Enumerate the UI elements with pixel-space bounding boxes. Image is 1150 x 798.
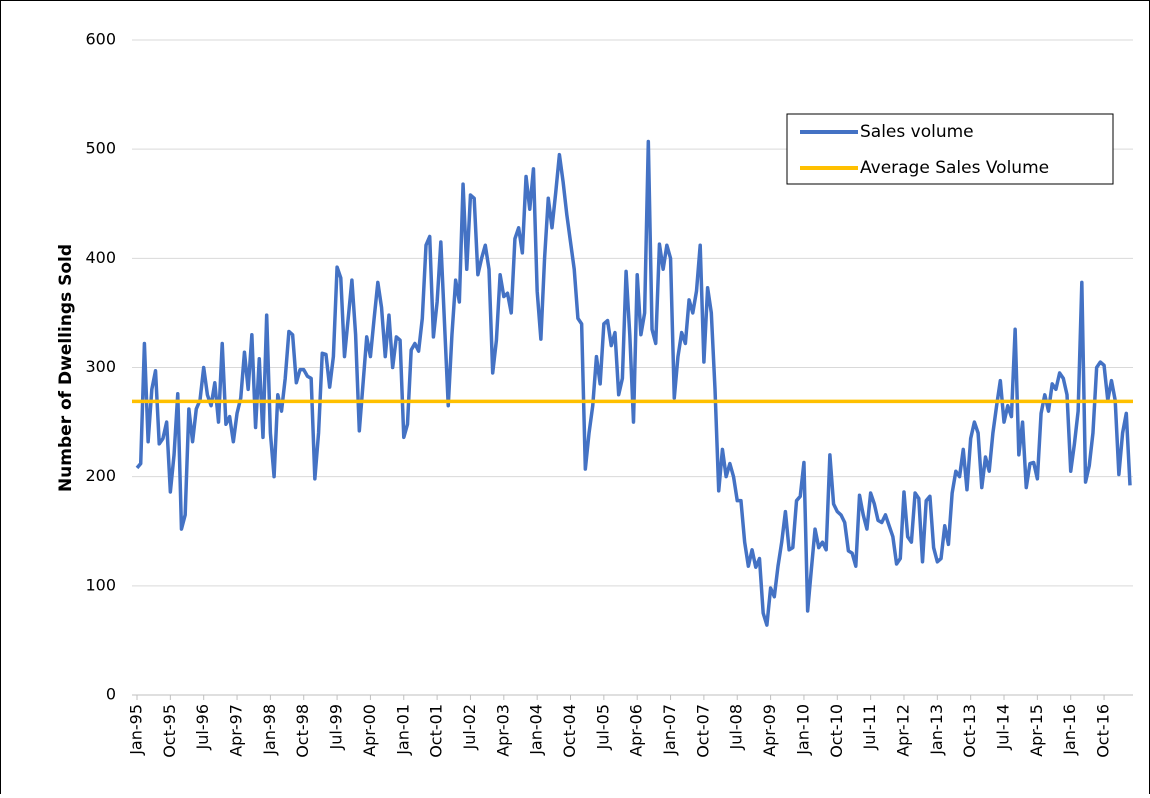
x-tick-label: Oct-07 (693, 704, 712, 758)
x-tick-label: Apr-15 (1027, 704, 1046, 757)
x-tick-label: Apr-97 (227, 704, 246, 757)
x-tick-label: Oct-95 (160, 704, 179, 758)
x-tick-label: Apr-00 (360, 704, 379, 757)
legend-box (786, 113, 1114, 185)
x-tick-label: Jul-96 (193, 704, 212, 750)
x-tick-label: Apr-03 (493, 704, 512, 757)
legend-label: Sales volume (860, 122, 974, 142)
x-tick-label: Jul-14 (994, 704, 1013, 750)
x-tick-label: Oct-16 (1094, 704, 1113, 758)
y-tick-label: 400 (85, 248, 116, 267)
y-tick-label: 500 (85, 139, 116, 158)
y-tick-label: 100 (85, 575, 116, 594)
x-tick-label: Oct-98 (293, 704, 312, 758)
x-tick-label: Jul-99 (327, 704, 346, 750)
x-tick-label: Jan-04 (527, 704, 546, 756)
x-tick-label: Jan-13 (927, 704, 946, 756)
x-tick-label: Jan-98 (260, 704, 279, 756)
x-tick-label: Apr-09 (760, 704, 779, 757)
y-tick-label: 0 (106, 685, 116, 704)
x-tick-label: Apr-12 (893, 704, 912, 757)
x-tick-label: Oct-10 (827, 704, 846, 758)
x-tick-label: Oct-01 (427, 704, 446, 758)
x-tick-label: Jul-05 (593, 704, 612, 750)
legend-label: Average Sales Volume (860, 158, 1049, 178)
x-tick-label: Jan-10 (793, 704, 812, 756)
y-tick-label: 600 (85, 30, 116, 49)
x-tick-label: Jan-01 (393, 704, 412, 756)
x-tick-label: Jul-08 (727, 704, 746, 750)
x-tick-label: Jan-95 (127, 704, 146, 756)
y-axis-title: Number of Dwellings Sold (56, 244, 76, 492)
y-tick-label: 200 (85, 466, 116, 485)
x-tick-label: Jan-16 (1060, 704, 1079, 756)
x-tick-label: Jul-11 (860, 704, 879, 750)
series-line (135, 139, 1132, 627)
x-tick-label: Apr-06 (627, 704, 646, 757)
x-tick-label: Jan-07 (660, 704, 679, 756)
x-tick-label: Jul-02 (460, 704, 479, 750)
x-tick-label: Oct-13 (960, 704, 979, 758)
x-tick-label: Oct-04 (560, 704, 579, 758)
y-tick-label: 300 (85, 357, 116, 376)
